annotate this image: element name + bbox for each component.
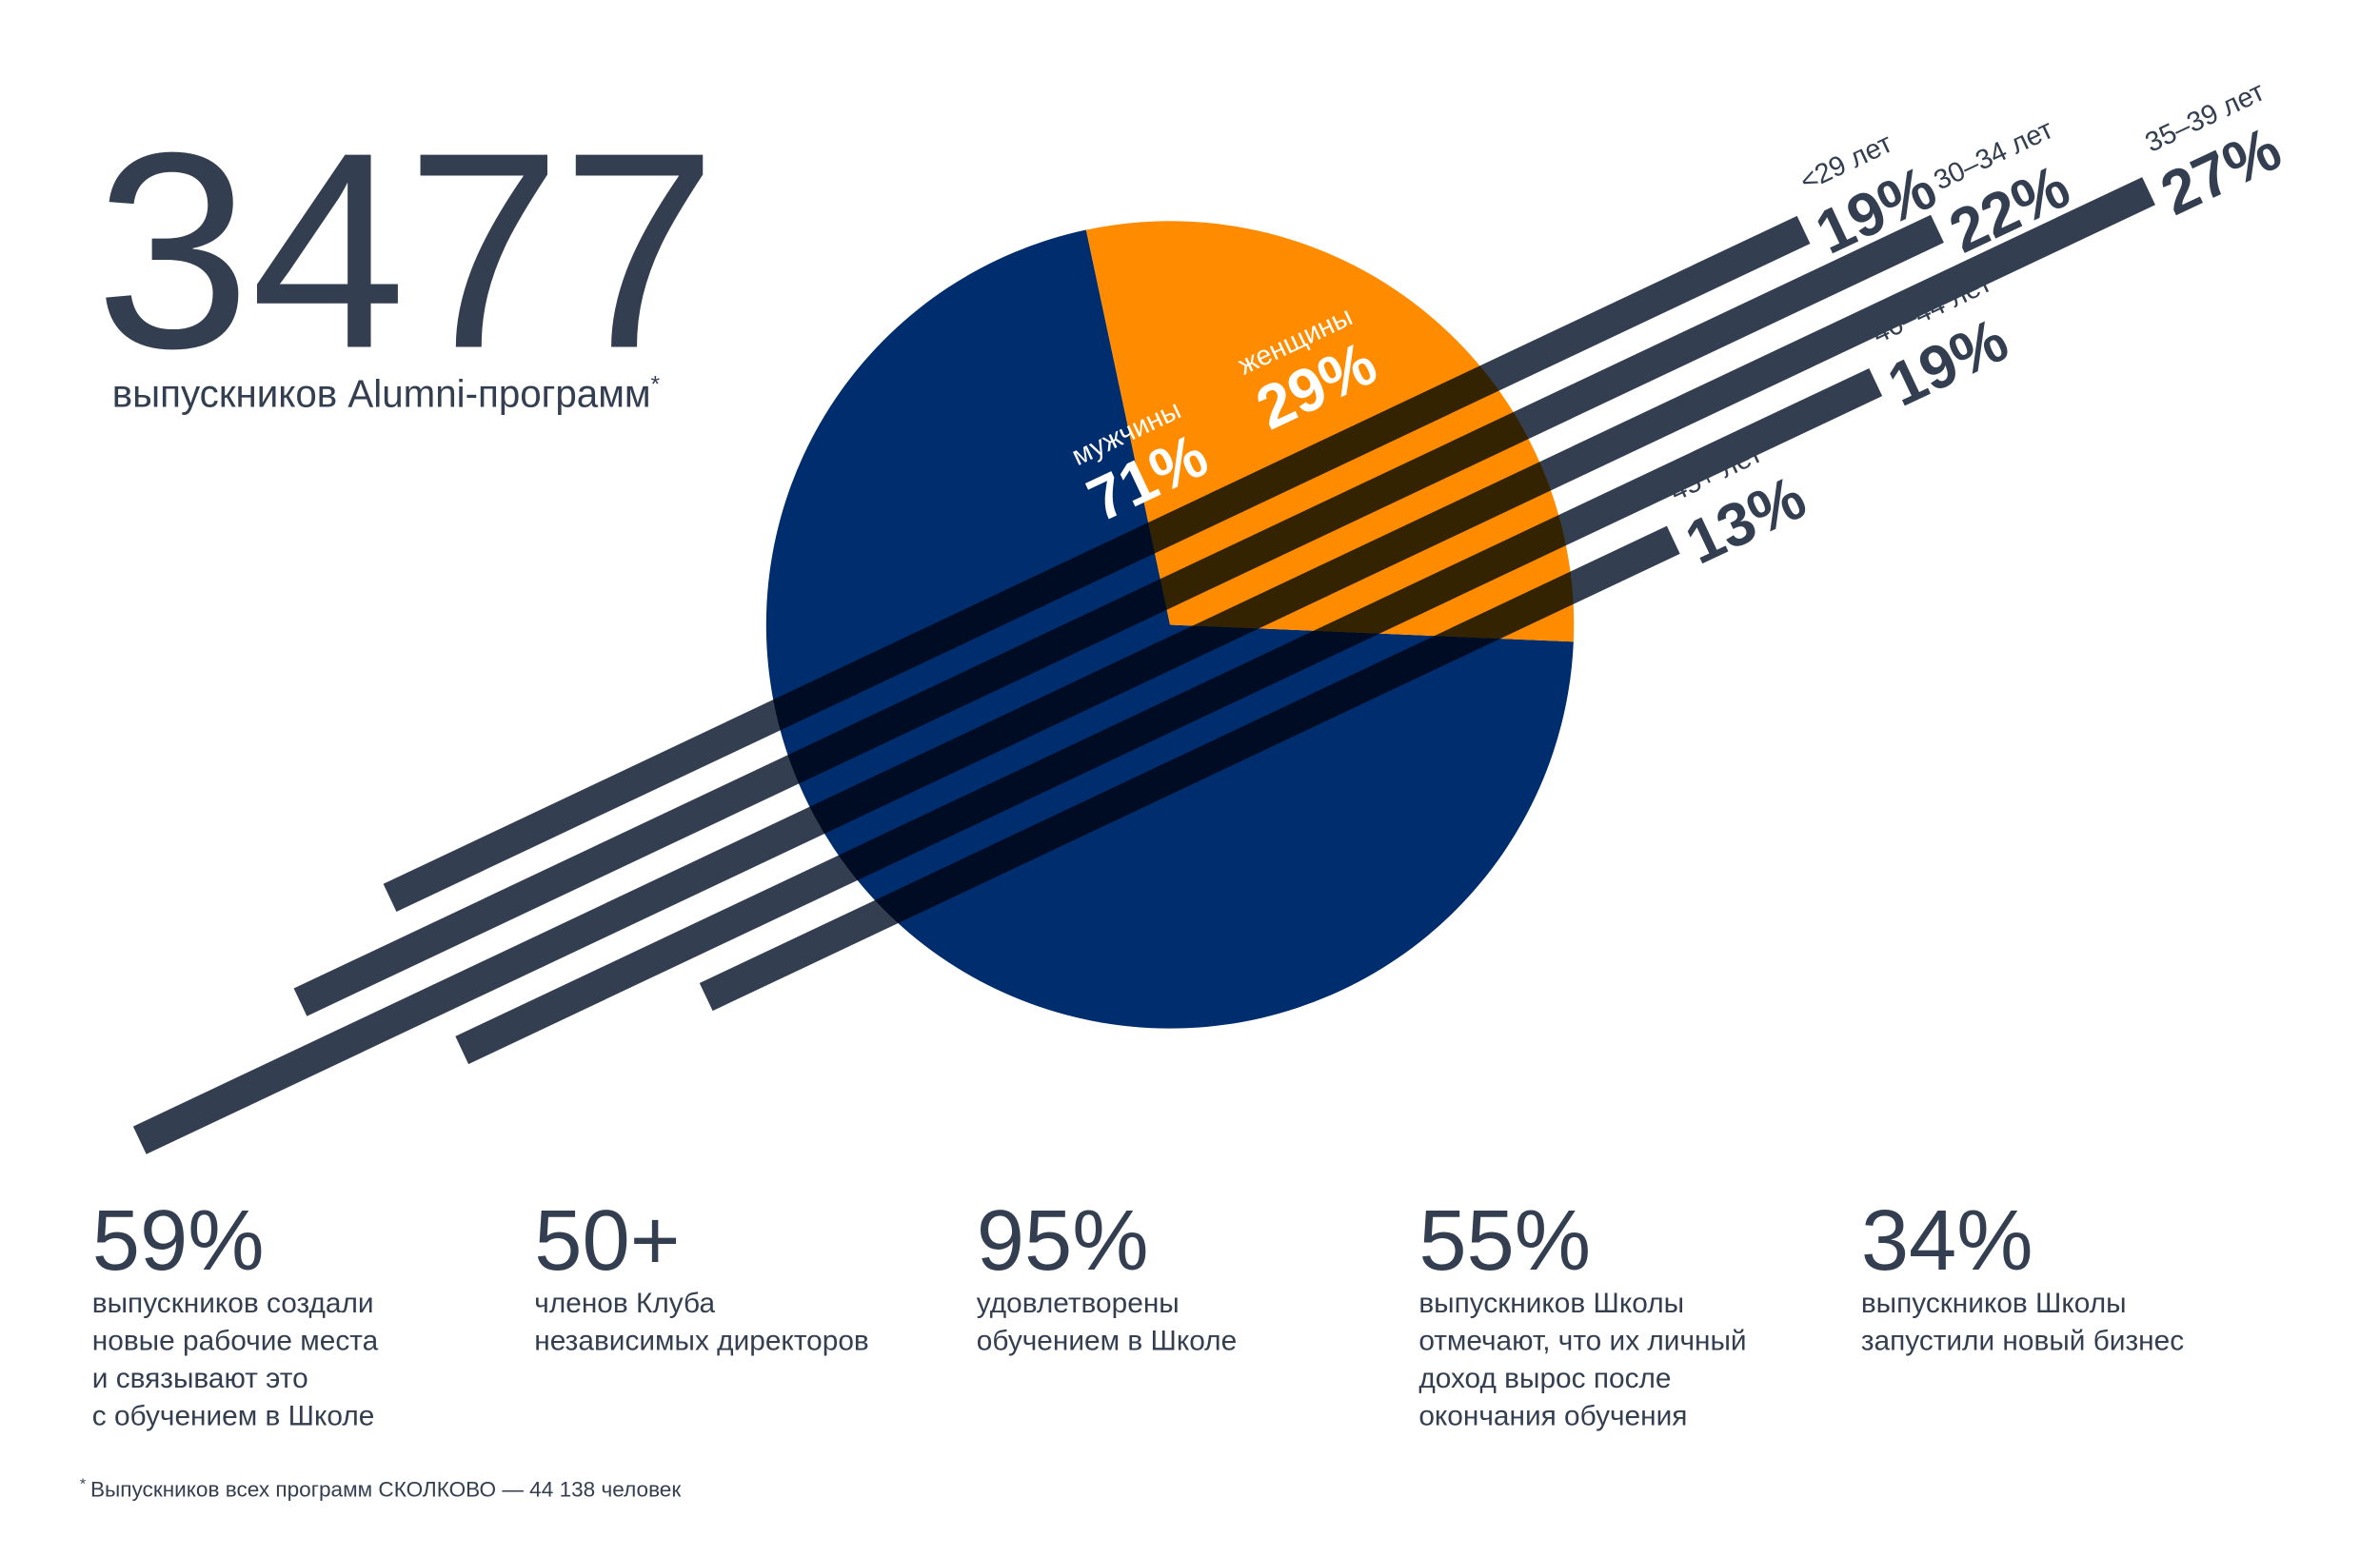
- stat-text: доход вырос после: [1418, 1363, 1671, 1394]
- stat-value: 34%: [1861, 1192, 2033, 1289]
- headline-note-mark: *: [651, 371, 661, 397]
- stats: 59%выпускников создали новые рабочие мест…: [92, 1192, 2184, 1432]
- footnote-mark: *: [80, 1476, 87, 1493]
- footnote: * Выпускников всех программ СКОЛКОВО — 44…: [80, 1476, 682, 1502]
- stat-text: и связывают это: [92, 1363, 308, 1394]
- stat-text: окончания обучения: [1418, 1401, 1687, 1432]
- headline-label-text: выпускников Alumni-программ: [112, 371, 651, 415]
- stat-text: независимых директоров: [534, 1326, 868, 1357]
- stat-value: 59%: [92, 1192, 265, 1289]
- stat-text: с обучением в Школе: [92, 1401, 375, 1432]
- stat-text: обучением в Школе: [977, 1326, 1237, 1357]
- stat-text: запустили новый бизнес: [1861, 1326, 2184, 1357]
- stat-text: отмечают, что их личный: [1418, 1326, 1746, 1357]
- stat-text: выпускников создали: [92, 1288, 374, 1319]
- stat-value: 50+: [534, 1192, 680, 1289]
- stat-text: выпускников Школы: [1861, 1288, 2127, 1319]
- stat-text: удовлетворены: [977, 1288, 1180, 1319]
- age-bar: [383, 215, 1811, 912]
- age-bar: [132, 177, 2155, 1154]
- stat-text: новые рабочие места: [92, 1326, 379, 1357]
- pie-slice: [765, 229, 1574, 1029]
- stat-value: 95%: [977, 1192, 1149, 1289]
- stat-value: 55%: [1418, 1192, 1591, 1289]
- headline-number: 3477: [95, 95, 717, 407]
- stat-text: членов Клуба: [534, 1288, 715, 1319]
- age-bar: [293, 214, 1944, 1016]
- stat-text: выпускников Школы: [1418, 1288, 1684, 1319]
- footnote-text: Выпускников всех программ СКОЛКОВО — 44 …: [90, 1478, 681, 1502]
- headline-label: выпускников Alumni-программ*: [112, 371, 661, 415]
- age-bar: [455, 367, 1883, 1065]
- age-bar: [699, 525, 1680, 1012]
